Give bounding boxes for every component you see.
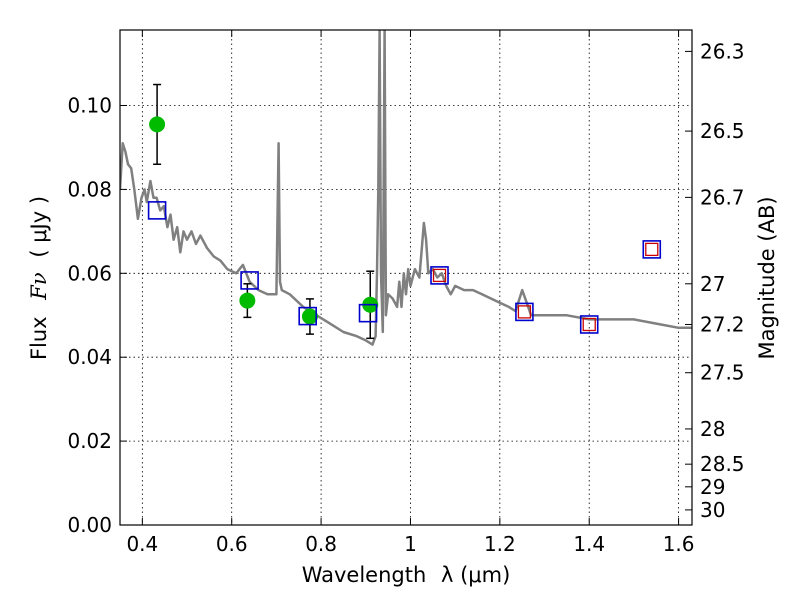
y-axis-label-unit: ( μJy ) [27,196,51,258]
observed-flux-point [239,292,256,309]
y-tick-label: 0.10 [67,94,112,118]
model-band-flux-marker [147,201,167,220]
model-band-flux-marker [430,266,449,285]
model-band-flux-marker [358,303,378,323]
y-tick-label: 0.00 [67,513,112,537]
x-tick-label: 1.2 [484,532,516,556]
x-axis-label-text: Wavelength [302,563,427,587]
y2-axis-label: Magnitude (AB) [755,196,779,359]
y-tick-label: 0.04 [67,345,112,369]
x-tick-label: 1.4 [573,532,605,556]
predicted-flux-marker [582,317,596,332]
y2-tick-label: 28 [700,417,725,441]
y2-tick-label: 26.7 [700,185,745,209]
model-spectrum-line [120,30,692,346]
x-tick-label: 0.8 [305,532,337,556]
plot-frame [119,29,693,526]
y2-tick-label: 28.5 [700,452,745,476]
observed-flux-point [301,308,318,325]
x-tick-label: 0.4 [126,532,158,556]
y2-tick-label: 26.3 [700,39,745,63]
model-band-flux-marker [240,271,259,290]
observed-flux-point [149,116,166,133]
x-tick-label: 0.6 [216,532,248,556]
y2-tick-label: 27.2 [700,312,745,336]
x-tick-label: 1.6 [663,532,695,556]
data-layer [120,30,692,346]
y2-tick-label: 30 [700,498,725,522]
y-tick-label: 0.08 [67,177,112,201]
model-band-flux-marker [515,302,534,322]
y-tick-label: 0.06 [67,261,112,285]
y2-tick-label: 29 [700,475,725,499]
tick-layer: 0.4 0.6 0.8 1 1.2 1.4 1.6 0.00 0.02 0.04 0.06 0.08 0… [67,30,745,556]
predicted-flux-marker [645,242,659,257]
x-axis-label-math: λ (μm) [441,563,510,587]
y-axis-label: Flux Fν ( μJy ) [27,196,51,360]
y2-tick-label: 27 [700,272,725,296]
model-band-flux-marker [579,315,599,334]
model-band-flux-marker [298,306,317,326]
x-axis-label: Wavelength λ (μm) [302,563,511,587]
y2-tick-label: 27.5 [700,361,745,385]
y2-tick-label: 26.5 [700,119,745,143]
y-axis-label-math: Fν [27,272,51,301]
y-axis-label-text: Flux [27,316,51,360]
model-band-flux-marker [642,240,662,259]
grid-lines [120,30,692,526]
y-tick-label: 0.02 [67,429,112,453]
predicted-flux-marker [432,268,447,283]
x-tick-label: 1 [404,532,417,556]
predicted-flux-marker [517,305,532,319]
series-layer [120,30,692,346]
